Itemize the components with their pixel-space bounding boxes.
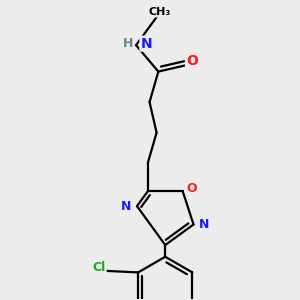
Text: N: N: [121, 200, 131, 213]
Text: O: O: [186, 54, 198, 68]
Text: Cl: Cl: [92, 261, 106, 274]
Text: N: N: [140, 37, 152, 51]
Text: N: N: [199, 218, 210, 231]
Text: O: O: [187, 182, 197, 195]
Text: H: H: [123, 37, 134, 50]
Text: CH₃: CH₃: [149, 7, 171, 16]
